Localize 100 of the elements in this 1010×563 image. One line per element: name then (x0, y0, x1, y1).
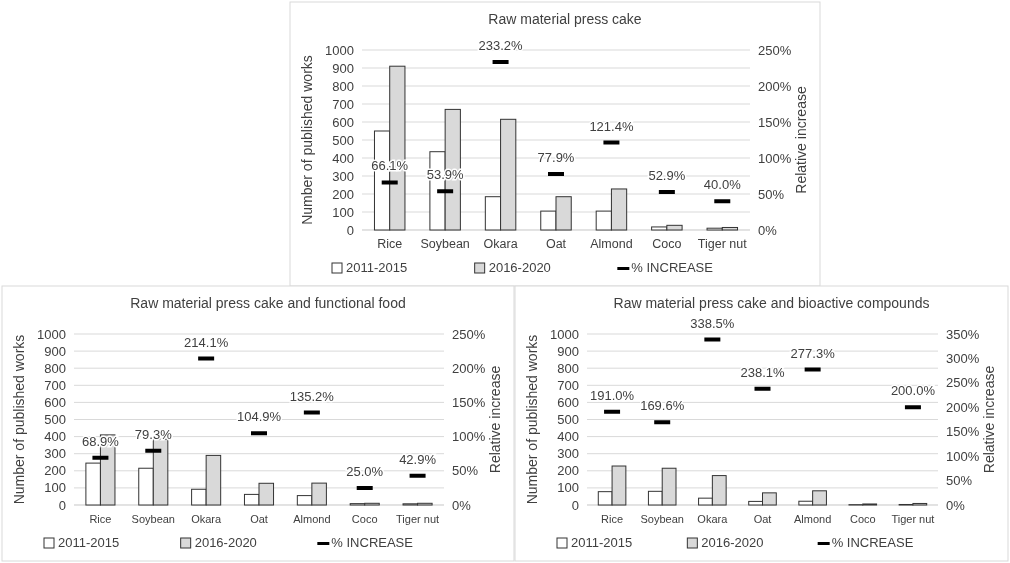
x-tick-label: Soybean (640, 513, 684, 525)
y2-tick-label: 100% (946, 448, 980, 464)
y2-tick-label: 150% (452, 394, 486, 410)
data-label: 233.2% (478, 38, 524, 54)
legend-label: 2016-2020 (701, 535, 764, 550)
y-tick-label: 800 (332, 78, 354, 94)
y2-tick-label: 200% (946, 399, 980, 415)
y2-tick-label: 150% (946, 424, 980, 440)
data-label: 338.5% (690, 315, 735, 331)
y-tick-label: 800 (557, 360, 579, 376)
y-tick-label: 700 (44, 377, 66, 393)
x-tick-label: Oat (753, 513, 772, 525)
y-tick-label: 1000 (325, 42, 354, 58)
legend-label: 2011-2015 (571, 535, 633, 550)
y2-tick-label: 200% (758, 78, 792, 94)
y-tick-label: 600 (44, 394, 66, 410)
y-tick-label: 400 (332, 150, 354, 166)
y-tick-label: 800 (44, 360, 66, 376)
legend-label: % INCREASE (631, 260, 714, 275)
y2-tick-label: 50% (758, 186, 785, 202)
chart-title: Raw material press cake (488, 11, 642, 27)
y-tick-label: 100 (44, 480, 66, 496)
data-label: 25.0% (346, 463, 384, 479)
y-tick-label: 900 (332, 60, 354, 76)
y-tick-label: 600 (557, 394, 579, 410)
data-label: 135.2% (289, 388, 335, 404)
x-tick-label: Almond (793, 513, 832, 525)
y2-tick-label: 100% (452, 429, 486, 445)
data-label: 200.0% (890, 383, 936, 399)
y2-tick-label: 150% (758, 114, 792, 130)
x-tick-label: Coco (652, 237, 682, 251)
y-tick-label: 300 (44, 446, 66, 462)
data-label: 238.1% (740, 364, 785, 380)
y2-tick-label: 0% (946, 497, 966, 513)
x-tick-label: Coco (849, 513, 876, 525)
legend-label: 2016-2020 (488, 260, 551, 275)
data-label: 104.9% (236, 409, 282, 425)
y-tick-label: 100 (332, 204, 354, 220)
x-tick-label: Oat (250, 513, 268, 525)
data-label: 214.1% (184, 334, 229, 350)
x-tick-label: Okara (191, 513, 222, 525)
legend-label: % INCREASE (831, 535, 914, 550)
x-tick-label: Tiger nut (396, 513, 440, 525)
x-tick-label: Oat (545, 237, 567, 251)
y-tick-label: 1000 (37, 326, 66, 342)
y-tick-label: 400 (44, 429, 66, 445)
data-label: 277.3% (790, 345, 836, 361)
y-tick-label: 700 (557, 377, 579, 393)
legend-label: 2016-2020 (194, 535, 257, 550)
y2-tick-label: 50% (452, 463, 479, 479)
y-axis-title: Number of published works (11, 334, 27, 505)
y-tick-label: 400 (557, 429, 579, 445)
x-tick-label: Soybean (420, 237, 470, 251)
data-label: 40.0% (703, 177, 742, 193)
y-tick-label: 0 (346, 222, 354, 238)
x-tick-label: Rice (601, 513, 624, 525)
y2-tick-label: 0% (758, 222, 778, 238)
x-tick-label: Tiger nut (697, 237, 748, 251)
y-tick-label: 200 (44, 463, 66, 479)
y2-tick-label: 200% (452, 360, 486, 376)
data-label: 191.0% (590, 387, 635, 403)
y-tick-label: 600 (332, 114, 354, 130)
legend-label: 2011-2015 (58, 535, 120, 550)
x-tick-label: Coco (351, 513, 378, 525)
x-tick-label: Okara (697, 513, 729, 525)
y-tick-label: 500 (44, 412, 66, 428)
y-tick-label: 1000 (550, 326, 579, 342)
data-label: 52.9% (648, 167, 686, 183)
x-tick-label: Almond (293, 513, 331, 525)
chart-title: Raw material press cake and functional food (130, 295, 406, 311)
y-tick-label: 500 (557, 412, 579, 428)
data-label: 79.3% (134, 426, 173, 442)
x-tick-label: Soybean (131, 513, 175, 525)
y2-axis-title: Relative increase (487, 365, 503, 474)
y2-tick-label: 250% (946, 375, 980, 391)
y-tick-label: 200 (332, 186, 354, 202)
y-axis-title: Number of published works (524, 334, 540, 505)
y2-tick-label: 350% (946, 326, 980, 342)
data-label: 42.9% (399, 451, 437, 467)
y-axis-title: Number of published works (299, 55, 315, 225)
x-tick-label: Rice (377, 237, 403, 251)
data-label: 169.6% (640, 398, 685, 414)
y-tick-label: 200 (557, 463, 579, 479)
y2-tick-label: 250% (758, 42, 792, 58)
y-tick-label: 900 (44, 343, 66, 359)
y-tick-label: 300 (332, 168, 354, 184)
y2-axis-title: Relative increase (793, 86, 809, 194)
y-tick-label: 500 (332, 132, 354, 148)
legend-label: 2011-2015 (346, 260, 408, 275)
y-tick-label: 700 (332, 96, 354, 112)
y-tick-label: 300 (557, 446, 579, 462)
y2-tick-label: 50% (946, 473, 973, 489)
x-tick-label: Almond (590, 237, 633, 251)
x-tick-label: Okara (483, 237, 518, 251)
y2-tick-label: 0% (452, 497, 472, 513)
y-tick-label: 0 (571, 497, 579, 513)
data-label: 77.9% (537, 149, 575, 165)
legend-label: % INCREASE (331, 535, 414, 550)
y2-tick-label: 300% (946, 350, 980, 366)
y-tick-label: 0 (58, 497, 66, 513)
